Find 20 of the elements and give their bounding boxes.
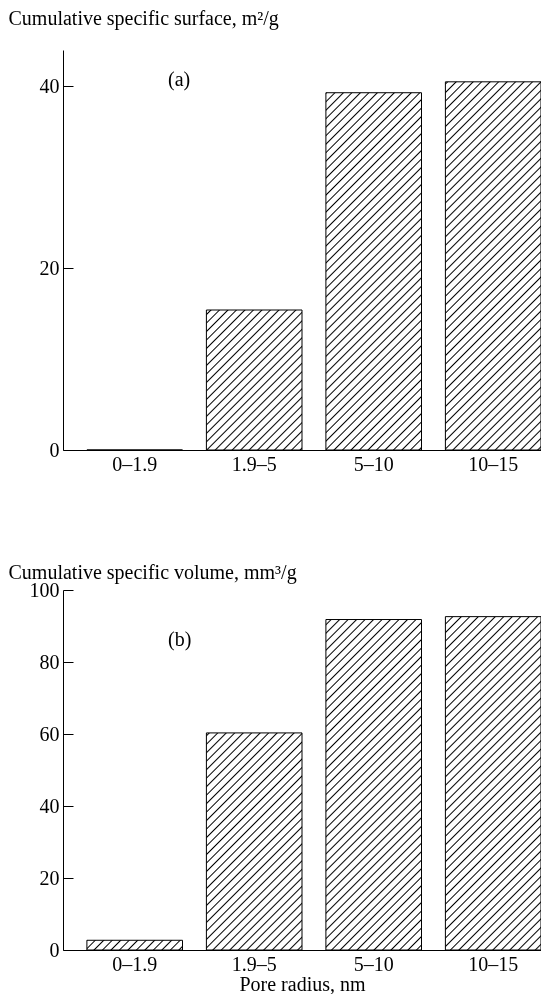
x-tick-label: 0–1.9 [112,452,158,475]
y-tick-label: 20 [39,256,60,279]
x-tick-label: 5–10 [353,452,394,475]
y-tick-label: 40 [39,794,60,817]
x-tick-label: 0–1.9 [112,952,158,975]
y-tick-label: 80 [39,650,60,673]
x-tick-label: 1.9–5 [231,452,277,475]
x-tick-label: 10–15 [468,952,519,975]
annotation: (a) [168,68,191,91]
y-tick-label: 0 [49,438,60,461]
y-tick-label: 20 [39,866,60,889]
annotation: (b) [168,628,192,651]
x-tick-label: 10–15 [468,452,519,475]
x-tick-label: 5–10 [353,952,394,975]
y-axis-title: Cumulative specific surface, m²/g [8,6,279,30]
y-tick-label: 40 [39,74,60,97]
x-tick-label: 1.9–5 [231,952,277,975]
y-tick-label: 60 [39,722,60,745]
x-axis-title: Pore radius, nm [239,972,366,995]
y-tick-label: 0 [49,938,60,961]
